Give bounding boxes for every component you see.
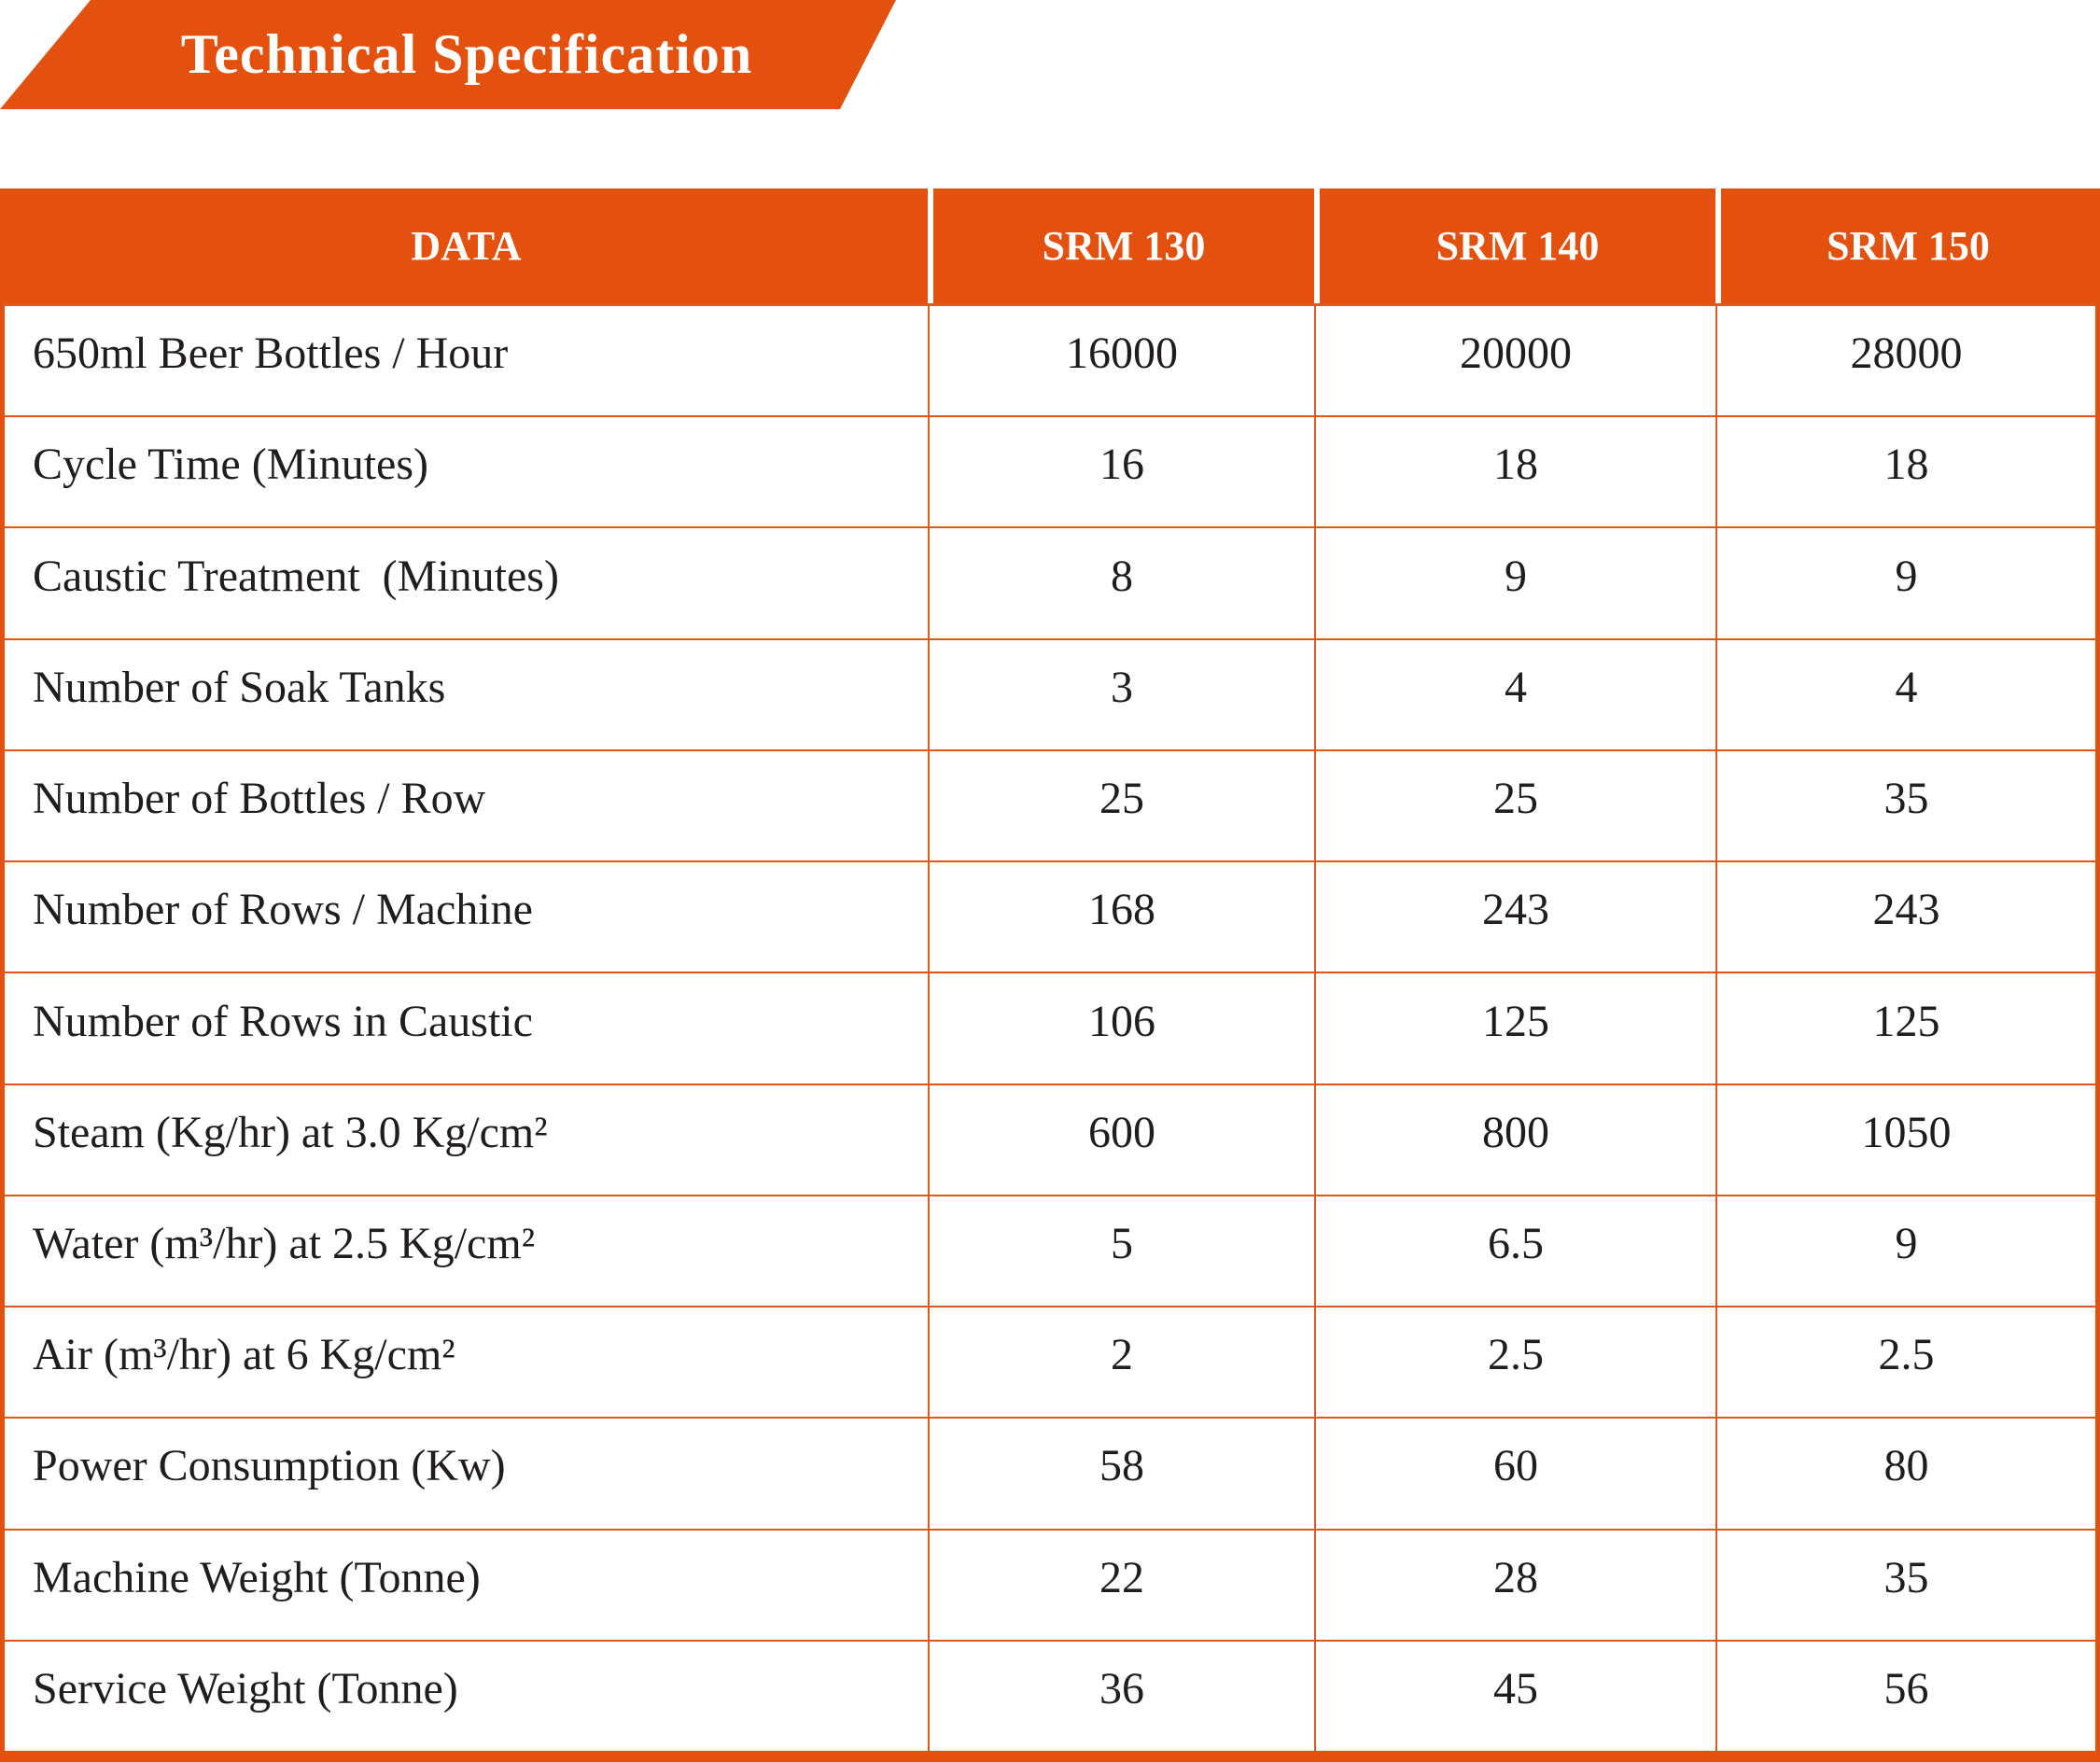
value-cell: 56 [1715,1641,2095,1752]
value-cell: 28 [1314,1530,1715,1640]
table-row: Power Consumption (Kw) 58 60 80 [5,1417,2095,1529]
value-cell: 2.5 [1314,1308,1715,1418]
spec-table: DATA SRM 130 SRM 140 SRM 150 650ml Beer … [0,189,2100,1762]
table-row: Service Weight (Tonne) 36 45 56 [5,1639,2095,1752]
value-cell: 168 [928,862,1314,972]
value-cell: 35 [1715,750,2095,861]
value-cell: 2 [928,1308,1314,1418]
value-cell: 2.5 [1715,1308,2095,1418]
value-cell: 58 [928,1419,1314,1529]
value-cell: 35 [1715,1530,2095,1640]
table-row: Air (m³/hr) at 6 Kg/cm² 2 2.5 2.5 [5,1306,2095,1418]
row-label: Caustic Treatment (Minutes) [33,551,559,601]
header-cell-data: DATA [5,189,928,303]
value-cell: 9 [1715,528,2095,638]
row-label: Steam (Kg/hr) at 3.0 Kg/cm² [33,1107,548,1157]
value-cell: 18 [1314,417,1715,527]
row-label: Air (m³/hr) at 6 Kg/cm² [33,1330,455,1380]
value-cell: 4 [1314,639,1715,749]
row-label: 650ml Beer Bottles / Hour [33,329,509,379]
value-cell: 6.5 [1314,1196,1715,1307]
table-row: Number of Rows in Caustic 106 125 125 [5,972,2095,1084]
row-label: Cycle Time (Minutes) [33,440,429,490]
header-cell-srm-150: SRM 150 [1715,189,2095,303]
value-cell: 125 [1715,973,2095,1084]
technical-specification-banner: Technical Specification [0,0,896,109]
value-cell: 45 [1314,1641,1715,1752]
row-label: Service Weight (Tonne) [33,1663,458,1713]
value-cell: 22 [928,1530,1314,1640]
row-label: Number of Rows / Machine [33,885,533,935]
value-cell: 20000 [1314,306,1715,416]
table-row: 650ml Beer Bottles / Hour 16000 20000 28… [5,306,2095,416]
row-label: Machine Weight (Tonne) [33,1552,481,1602]
value-cell: 80 [1715,1419,2095,1529]
table-row: Number of Soak Tanks 3 4 4 [5,637,2095,749]
value-cell: 3 [928,639,1314,749]
value-cell: 16000 [928,306,1314,416]
value-cell: 8 [928,528,1314,638]
value-cell: 106 [928,973,1314,1084]
table-row: Cycle Time (Minutes) 16 18 18 [5,415,2095,527]
value-cell: 1050 [1715,1084,2095,1195]
value-cell: 16 [928,417,1314,527]
value-cell: 25 [928,750,1314,861]
value-cell: 9 [1715,1196,2095,1307]
table-row: Number of Rows / Machine 168 243 243 [5,860,2095,972]
row-label: Number of Soak Tanks [33,662,446,712]
table-row: Number of Bottles / Row 25 25 35 [5,748,2095,861]
table-row: Water (m³/hr) at 2.5 Kg/cm² 5 6.5 9 [5,1194,2095,1307]
table-row: Steam (Kg/hr) at 3.0 Kg/cm² 600 800 1050 [5,1083,2095,1195]
value-cell: 36 [928,1641,1314,1752]
row-label: Number of Rows in Caustic [33,996,533,1046]
value-cell: 18 [1715,417,2095,527]
row-label: Number of Bottles / Row [33,774,486,824]
value-cell: 9 [1314,528,1715,638]
header-cell-srm-140: SRM 140 [1314,189,1715,303]
table-header-row: DATA SRM 130 SRM 140 SRM 150 [5,189,2095,306]
header-cell-srm-130: SRM 130 [928,189,1314,303]
row-label: Water (m³/hr) at 2.5 Kg/cm² [33,1218,536,1268]
value-cell: 25 [1314,750,1715,861]
value-cell: 28000 [1715,306,2095,416]
banner-title: Technical Specification [180,23,753,85]
value-cell: 5 [928,1196,1314,1307]
table-row: Machine Weight (Tonne) 22 28 35 [5,1528,2095,1640]
value-cell: 243 [1314,862,1715,972]
value-cell: 600 [928,1084,1314,1195]
value-cell: 800 [1314,1084,1715,1195]
table-row: Caustic Treatment (Minutes) 8 9 9 [5,526,2095,638]
value-cell: 243 [1715,862,2095,972]
row-label: Power Consumption (Kw) [33,1441,506,1491]
value-cell: 60 [1314,1419,1715,1529]
value-cell: 4 [1715,639,2095,749]
value-cell: 125 [1314,973,1715,1084]
